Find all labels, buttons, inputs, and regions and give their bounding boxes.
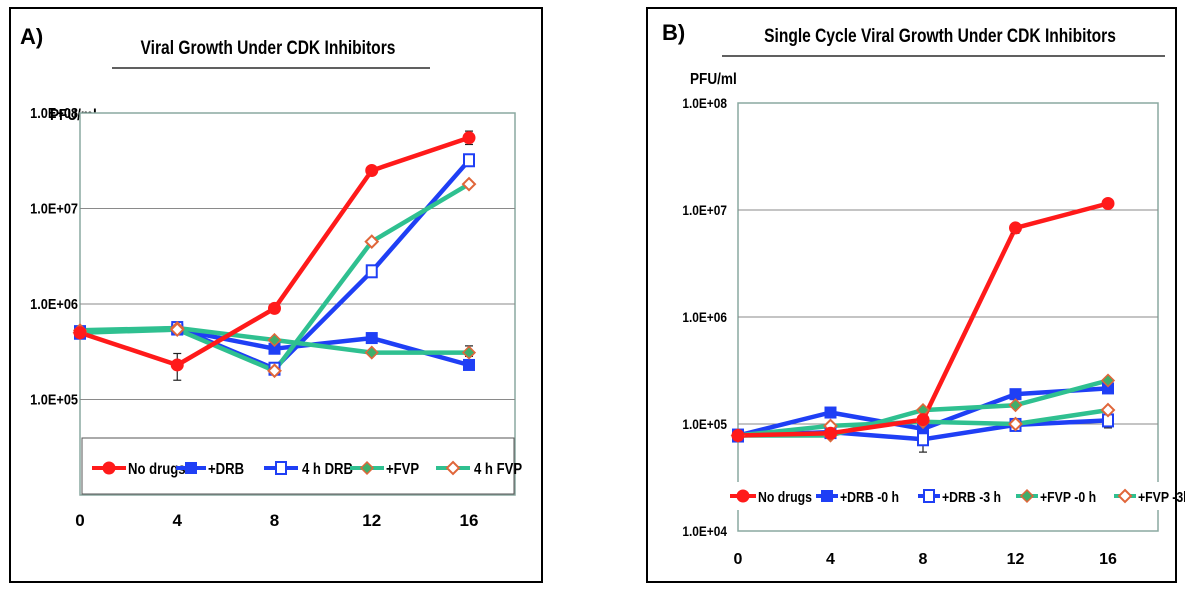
panel-letter: B) [662, 20, 685, 45]
x-tick-label: 0 [75, 511, 84, 530]
legend-swatch-marker [185, 462, 197, 474]
legend-swatch-marker [275, 461, 287, 475]
data-point [1100, 373, 1116, 388]
legend-swatch-marker [1117, 488, 1133, 504]
legend-label: 4 h FVP [474, 461, 522, 478]
y-tick-label: 1.0E+08 [682, 95, 727, 111]
data-point [916, 413, 930, 427]
data-point [268, 342, 281, 355]
data-point [1009, 221, 1022, 235]
x-tick-label: 0 [734, 551, 743, 568]
x-tick-label: 16 [1099, 551, 1117, 568]
y-tick-label: 1.0E+04 [682, 523, 727, 539]
legend-label: +FVP [386, 461, 419, 478]
data-point [462, 131, 476, 145]
data-point [169, 322, 185, 337]
data-point [1100, 402, 1116, 418]
x-tick-label: 8 [919, 551, 928, 568]
panel-frame [9, 7, 543, 583]
data-point [824, 426, 837, 440]
legend-label: No drugs [758, 489, 812, 505]
legend-label: 4 h DRB [302, 461, 353, 478]
y-tick-label: 1.0E+07 [30, 199, 78, 216]
y-axis-label: PFU/ml [690, 71, 737, 88]
data-point [731, 429, 745, 443]
data-point [463, 358, 475, 371]
data-point [1101, 197, 1115, 211]
data-point [1102, 382, 1114, 395]
x-tick-label: 12 [362, 511, 381, 530]
legend-swatch-marker [821, 490, 833, 502]
x-tick-label: 12 [1007, 551, 1025, 568]
data-point [917, 432, 929, 447]
legend-swatch-marker [736, 489, 750, 503]
legend: No drugs +DRB -0 h +DRB -3 h +FVP -0 h +FVP … [730, 482, 1185, 510]
data-point [463, 153, 475, 168]
data-point [1008, 398, 1023, 413]
y-tick-label: 1.0E+05 [30, 390, 78, 407]
legend-label: +DRB -0 h [840, 489, 899, 505]
series-markers [72, 131, 477, 379]
legend-label: +DRB [208, 461, 244, 478]
legend-swatch-marker [1019, 488, 1035, 504]
legend-box [730, 482, 1164, 510]
legend-swatch-marker [359, 460, 375, 476]
chart-title: Viral Growth Under CDK Inhibitors [141, 37, 396, 59]
chart-title: Single Cycle Viral Growth Under CDK Inhi… [764, 25, 1116, 47]
data-point [73, 326, 87, 340]
data-point [364, 345, 379, 360]
x-tick-label: 4 [826, 551, 835, 568]
x-tick-label: 16 [460, 511, 479, 530]
x-tick-label: 4 [173, 511, 183, 530]
y-tick-label: 1.0E+06 [30, 295, 78, 312]
data-point [365, 163, 379, 177]
y-tick-label: 1.0E+06 [682, 309, 727, 325]
panel-b: B) Single Cycle Viral Growth Under CDK In… [646, 7, 1185, 583]
y-tick-label: 1.0E+08 [30, 104, 78, 121]
data-point [170, 358, 184, 372]
legend-swatch-marker [445, 460, 461, 476]
legend-label: No drugs [128, 461, 186, 478]
panel-a: A) Viral Growth Under CDK InhibitorsPFU/m… [9, 7, 543, 583]
data-point [824, 406, 837, 419]
data-point [461, 345, 477, 360]
panel-frame [646, 7, 1177, 583]
data-point [364, 234, 380, 250]
data-point [365, 332, 378, 345]
x-tick-label: 8 [270, 511, 279, 530]
data-point [267, 332, 282, 348]
data-point [365, 264, 378, 279]
legend-label: +FVP -3h [1138, 489, 1185, 505]
legend-swatch-marker [102, 461, 116, 475]
data-point [1008, 416, 1023, 432]
y-tick-label: 1.0E+07 [682, 202, 727, 218]
panel-letter: A) [20, 24, 43, 49]
data-point [268, 301, 281, 315]
legend-label: +FVP -0 h [1040, 489, 1096, 505]
legend-swatch-marker [923, 489, 935, 503]
legend-label: +DRB -3 h [942, 489, 1001, 505]
data-point [461, 176, 477, 192]
y-tick-label: 1.0E+05 [682, 416, 727, 432]
legend: No drugs +DRB 4 h DRB +FVP 4 h FVP [81, 437, 522, 495]
data-point [1009, 388, 1022, 401]
data-point [267, 363, 282, 379]
series-markers [730, 197, 1116, 447]
